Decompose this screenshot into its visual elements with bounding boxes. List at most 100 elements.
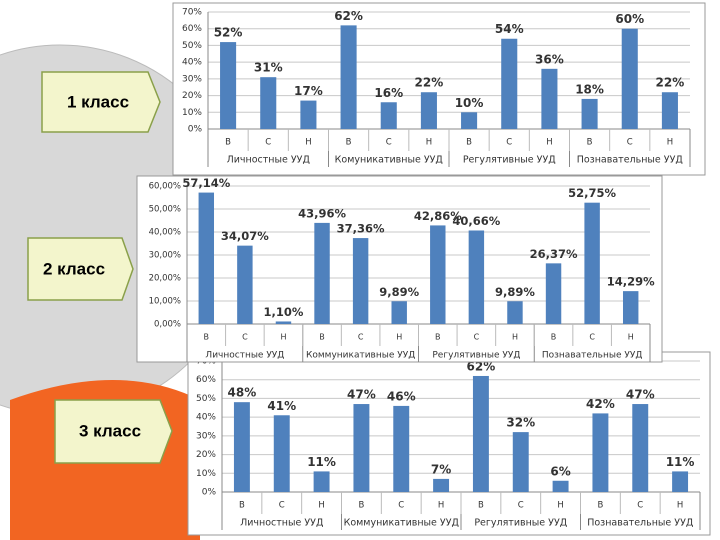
chart: 0,00% 10,00% 20,00% 30,00% 40,00% 50,00% 60,00… xyxy=(136,175,663,363)
bar xyxy=(353,404,370,492)
x-tick-label: Н xyxy=(667,138,673,148)
value-label: 31% xyxy=(254,61,283,75)
x-tick-label: Н xyxy=(396,333,402,342)
x-tick-label: С xyxy=(637,501,643,511)
x-tick-label: С xyxy=(518,501,524,511)
y-tick-label: 70% xyxy=(182,8,202,18)
x-tick-label: Н xyxy=(426,138,432,148)
y-tick-label: 40% xyxy=(182,58,202,68)
value-label: 10% xyxy=(455,96,484,110)
label-1: 1 класс xyxy=(41,71,161,133)
bar xyxy=(468,230,485,324)
x-tick-label: Н xyxy=(557,501,563,511)
y-tick-label: 60,00% xyxy=(149,182,181,192)
y-tick-label: 50% xyxy=(196,394,216,404)
x-tick-label: С xyxy=(506,138,512,148)
group-label: Коммуникативные УУД xyxy=(344,518,459,529)
x-tick-label: В xyxy=(204,333,210,342)
group-label: Личностные УУД xyxy=(240,518,323,529)
y-tick-label: 20,00% xyxy=(149,274,181,284)
bar xyxy=(472,375,489,492)
value-label: 22% xyxy=(415,76,444,90)
bar xyxy=(391,301,407,324)
label-shape xyxy=(41,71,161,133)
bar xyxy=(220,42,237,130)
x-tick-label: Н xyxy=(438,501,444,511)
group-label: Познавательные УУД xyxy=(577,155,683,166)
x-tick-label: В xyxy=(466,138,472,148)
bar xyxy=(584,202,600,324)
value-label: 60% xyxy=(615,12,644,26)
x-tick-label: С xyxy=(386,138,392,148)
y-tick-label: 50,00% xyxy=(149,205,181,215)
bar xyxy=(273,415,290,492)
value-label: 52% xyxy=(214,26,243,40)
value-label: 26,37% xyxy=(530,247,578,261)
group-label: Личностные УУД xyxy=(205,351,284,361)
group-label: Познавательные УУД xyxy=(587,518,693,529)
x-tick-label: В xyxy=(587,138,593,148)
x-tick-label: С xyxy=(358,333,364,342)
charts: 0% 10% 20% 30% 40% 50% 60% 70% Личностные УУД Ком… xyxy=(136,2,711,536)
x-tick-label: В xyxy=(346,138,352,148)
x-tick-label: В xyxy=(435,333,441,342)
chart-frame xyxy=(136,175,663,363)
x-tick-label: Н xyxy=(305,138,311,148)
value-label: 1,10% xyxy=(264,305,304,319)
slide-label: 1 класс xyxy=(67,92,129,111)
value-label: 6% xyxy=(550,464,570,478)
bar xyxy=(420,92,437,129)
y-tick-label: 20% xyxy=(182,91,202,101)
bar xyxy=(380,102,397,129)
label-3: 3 класс xyxy=(54,399,173,464)
x-tick-label: С xyxy=(398,501,404,511)
bar xyxy=(661,92,678,129)
value-label: 17% xyxy=(294,84,323,98)
y-tick-label: 60% xyxy=(196,375,216,385)
bar xyxy=(313,471,330,492)
value-label: 11% xyxy=(307,455,336,469)
y-tick-label: 50% xyxy=(182,41,202,51)
x-tick-label: С xyxy=(279,501,285,511)
bar xyxy=(352,238,369,324)
value-label: 14,29% xyxy=(607,275,655,289)
x-tick-label: Н xyxy=(512,333,518,342)
bar xyxy=(314,222,330,324)
label-shape xyxy=(54,399,173,464)
value-label: 54% xyxy=(495,22,524,36)
group-label: Регулятивные УУД xyxy=(474,518,567,529)
bar xyxy=(592,413,609,492)
bar xyxy=(672,471,689,492)
slide-label: 2 класс xyxy=(43,259,105,278)
bar xyxy=(632,404,649,492)
value-label: 34,07% xyxy=(221,229,269,243)
bar xyxy=(512,432,529,492)
value-label: 9,89% xyxy=(495,285,535,299)
x-tick-label: Н xyxy=(546,138,552,148)
y-tick-label: 10,00% xyxy=(149,297,181,307)
bar xyxy=(233,402,250,492)
x-tick-label: В xyxy=(478,501,484,511)
value-label: 47% xyxy=(347,388,376,402)
bar xyxy=(340,25,357,129)
x-tick-label: В xyxy=(358,501,364,511)
label-shape xyxy=(27,237,134,301)
bar xyxy=(552,480,569,492)
y-tick-label: 30% xyxy=(196,431,216,441)
bar xyxy=(621,28,638,129)
value-label: 62% xyxy=(334,9,363,23)
x-tick-label: В xyxy=(551,333,557,342)
value-label: 32% xyxy=(506,416,535,430)
value-label: 37,36% xyxy=(337,222,385,236)
bar xyxy=(541,68,558,129)
y-tick-label: 10% xyxy=(182,108,202,118)
chart: 0%10%20%30%40%50%60%70%Личностные УУДКом… xyxy=(187,351,711,536)
value-label: 9,89% xyxy=(379,285,419,299)
y-tick-label: 30% xyxy=(182,74,202,84)
value-label: 41% xyxy=(267,399,296,413)
bar xyxy=(198,192,215,324)
value-label: 7% xyxy=(431,462,451,476)
group-label: Личностные УУД xyxy=(227,155,310,166)
